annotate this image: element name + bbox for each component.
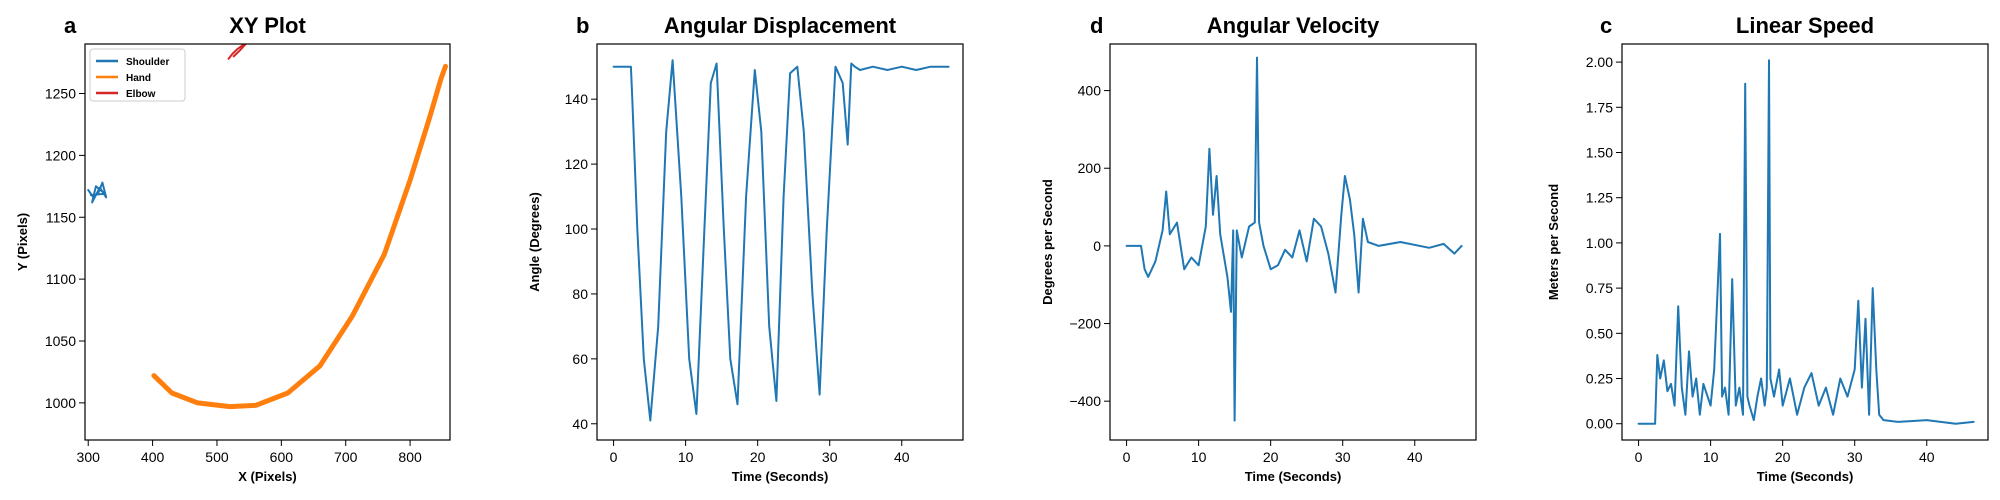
x-axis-label: Time (Seconds) [1245, 469, 1342, 484]
plot-frame [1621, 43, 1989, 441]
y-tick-label: 120 [565, 156, 589, 172]
series-line-hand [151, 63, 448, 410]
x-tick-label: 20 [1775, 449, 1791, 465]
x-tick-label: 10 [678, 449, 694, 465]
series-line-data [1125, 56, 1463, 422]
y-tick-label: 1100 [46, 271, 76, 287]
x-axis-label: Time (Seconds) [1757, 469, 1854, 484]
x-tick-label: 30 [822, 449, 838, 465]
y-tick-label: 1.75 [1586, 99, 1613, 115]
y-tick-label: 1250 [45, 86, 76, 102]
x-tick-label: 40 [1407, 449, 1423, 465]
x-tick-label: 30 [1335, 449, 1351, 465]
y-tick-label: 80 [572, 286, 588, 302]
legend-label-elbow: Elbow [126, 89, 156, 100]
legend-label-hand: Hand [126, 73, 151, 84]
x-tick-label: 30 [1847, 449, 1863, 465]
y-tick-label: −200 [1069, 316, 1101, 332]
x-axis-label: Time (Seconds) [732, 469, 829, 484]
y-tick-label: 40 [572, 416, 588, 432]
y-axis-label: Degrees per Second [1040, 179, 1055, 305]
chart-panel-a: 300 400 500 600 700 800 1000 1050 1100 1150 1200 12… [15, 13, 451, 484]
series-line-data [1637, 59, 1975, 425]
y-tick-label: 0.75 [1586, 280, 1613, 296]
x-tick-label: 0 [1123, 449, 1131, 465]
y-tick-label: 1200 [45, 147, 76, 163]
panel-label: c [1600, 13, 1612, 38]
panel-label: d [1090, 13, 1103, 38]
y-axis-label: Angle (Degrees) [527, 192, 542, 292]
x-tick-label: 0 [610, 449, 618, 465]
series-line-data [612, 59, 950, 422]
chart-title: Linear Speed [1736, 13, 1874, 38]
y-tick-label: 0.00 [1586, 416, 1613, 432]
y-tick-label: 400 [1078, 83, 1102, 99]
y-tick-label: 1150 [46, 209, 76, 225]
panel-label: b [576, 13, 589, 38]
x-tick-label: 300 [77, 449, 101, 465]
y-tick-label: 1.00 [1586, 235, 1613, 251]
y-tick-label: −400 [1069, 393, 1101, 409]
y-axis-label: Y (Pixels) [15, 213, 30, 271]
chart-title: XY Plot [229, 13, 306, 38]
legend-label-shoulder: Shoulder [126, 57, 169, 68]
series-line-elbow [227, 44, 248, 60]
x-tick-label: 40 [1919, 449, 1935, 465]
x-tick-label: 400 [141, 449, 165, 465]
y-tick-label: 100 [565, 221, 589, 237]
chart-panel-b: 0 10 20 30 40 40 60 80 100 120 140 Angular Displace… [527, 13, 964, 484]
x-tick-label: 20 [1263, 449, 1279, 465]
y-tick-label: 2.00 [1586, 54, 1613, 70]
x-tick-label: 0 [1635, 449, 1643, 465]
plot-frame [84, 43, 451, 441]
x-tick-label: 20 [750, 449, 766, 465]
y-tick-label: 0.50 [1586, 325, 1613, 341]
series-line-shoulder [87, 181, 108, 204]
x-tick-label: 600 [270, 449, 294, 465]
chart-title: Angular Velocity [1207, 13, 1380, 38]
panel-label: a [64, 13, 77, 38]
x-tick-label: 40 [894, 449, 910, 465]
x-tick-label: 10 [1191, 449, 1207, 465]
x-tick-label: 10 [1703, 449, 1719, 465]
y-tick-label: 0.25 [1586, 371, 1613, 387]
y-tick-label: 1.25 [1586, 190, 1613, 206]
x-tick-label: 800 [398, 449, 422, 465]
y-tick-label: 1050 [45, 333, 76, 349]
y-axis-label: Meters per Second [1546, 184, 1561, 300]
plot-frame [1109, 43, 1477, 441]
y-tick-label: 200 [1078, 160, 1102, 176]
chart-panel-c: 0 10 20 30 40 0.00 0.25 0.50 0.75 1.00 1.25 1.50 1.7… [1546, 13, 1989, 484]
y-tick-label: 1000 [45, 395, 76, 411]
x-tick-label: 700 [334, 449, 358, 465]
x-tick-label: 500 [205, 449, 229, 465]
chart-title: Angular Displacement [664, 13, 897, 38]
chart-panel-d: 0 10 20 30 40 −400 −200 0 200 400 Angular Velocity… [1040, 13, 1477, 484]
y-tick-label: 1.50 [1586, 144, 1613, 160]
y-tick-label: 0 [1093, 238, 1101, 254]
y-tick-label: 140 [565, 91, 589, 107]
y-tick-label: 60 [572, 351, 588, 367]
plot-frame [596, 43, 964, 441]
x-axis-label: X (Pixels) [238, 469, 297, 484]
